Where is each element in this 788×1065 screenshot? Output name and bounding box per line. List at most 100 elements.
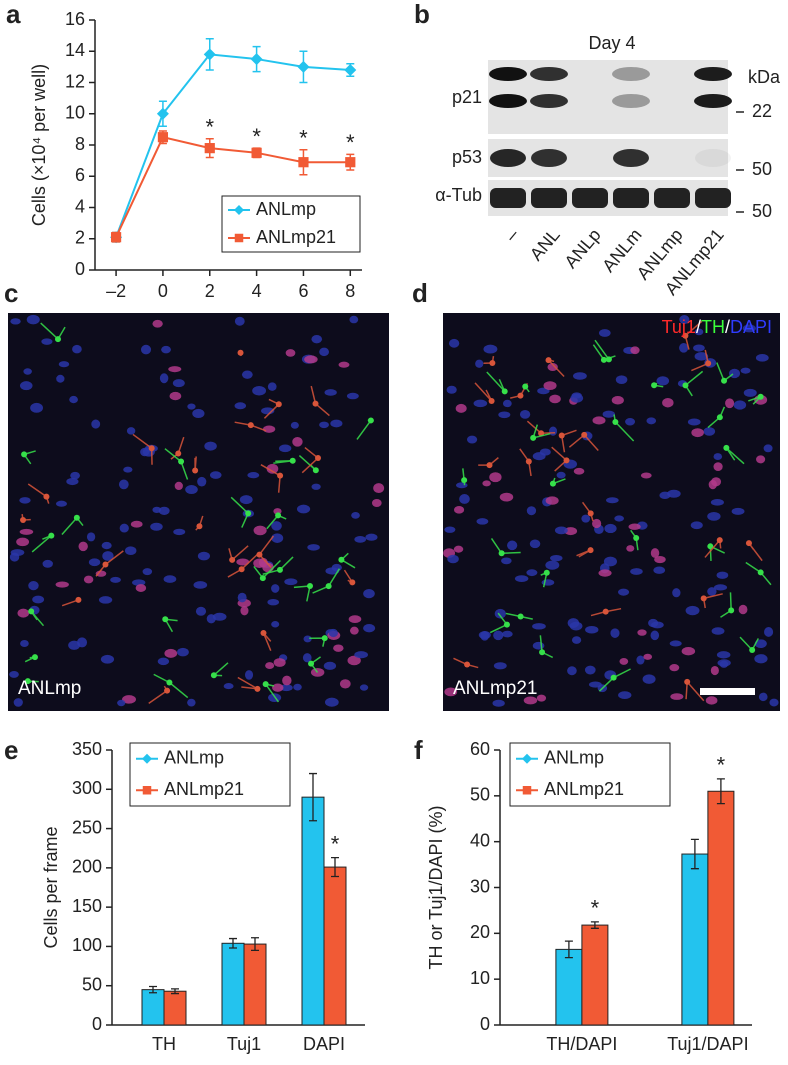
y-tick-label: 50 <box>470 785 490 805</box>
legend-marker <box>522 786 532 795</box>
nucleus <box>679 343 689 353</box>
nucleus <box>373 483 385 494</box>
blot-marker-label: kDa <box>748 67 781 87</box>
panel-label: f <box>414 735 423 765</box>
nucleus <box>550 554 563 562</box>
nucleus <box>556 471 566 479</box>
nucleus <box>614 515 624 522</box>
soma <box>517 392 524 399</box>
blot-band <box>489 94 527 108</box>
nucleus <box>545 496 559 505</box>
soma <box>24 678 31 685</box>
nucleus <box>346 392 359 400</box>
nucleus <box>142 568 153 576</box>
blot-band <box>572 188 608 208</box>
nucleus <box>729 368 741 379</box>
nucleus <box>592 518 602 529</box>
soma <box>633 534 640 541</box>
nucleus <box>169 391 182 401</box>
x-tick-label: 2 <box>205 281 215 301</box>
nucleus <box>708 479 717 490</box>
nucleus <box>209 471 222 479</box>
nucleus <box>204 441 217 451</box>
blot-row-label: α-Tub <box>435 185 482 205</box>
x-tick-label: DAPI <box>303 1034 345 1054</box>
soma <box>307 582 314 589</box>
bar <box>221 942 245 1026</box>
nucleus <box>615 375 628 384</box>
nucleus <box>625 418 636 426</box>
marker <box>250 53 263 66</box>
x-tick-label: 0 <box>158 281 168 301</box>
nucleus <box>32 595 45 604</box>
nucleus <box>756 455 766 464</box>
nucleus <box>319 347 330 357</box>
nucleus <box>30 402 43 413</box>
x-tick-label: TH <box>152 1034 176 1054</box>
nucleus <box>267 598 280 606</box>
nucleus <box>310 668 325 677</box>
blot-block <box>488 60 728 134</box>
soma <box>716 414 723 421</box>
y-tick-label: 60 <box>470 739 490 759</box>
blot-band <box>490 149 526 167</box>
nucleus <box>547 363 558 372</box>
y-axis-title: TH or Tuj1/DAPI (%) <box>426 805 446 969</box>
y-tick-label: 300 <box>72 778 102 798</box>
nucleus <box>42 559 53 568</box>
nucleus <box>640 472 652 479</box>
soma <box>238 566 245 573</box>
nucleus <box>493 630 504 641</box>
nucleus <box>130 520 143 528</box>
nucleus <box>763 444 773 453</box>
nucleus <box>532 623 546 630</box>
y-tick-label: 350 <box>72 739 102 759</box>
y-tick-label: 2 <box>75 228 85 248</box>
nucleus <box>444 687 458 697</box>
nucleus <box>282 675 292 686</box>
nucleus <box>611 396 624 405</box>
bar <box>323 866 347 1026</box>
nucleus <box>653 566 666 574</box>
nucleus <box>66 477 79 486</box>
significance: * <box>331 831 340 856</box>
nucleus <box>489 472 502 483</box>
soma <box>338 556 345 563</box>
nucleus <box>172 379 185 388</box>
nucleus <box>140 447 150 457</box>
legend-label: ANLmp21 <box>544 779 624 799</box>
nucleus <box>206 614 216 624</box>
soma <box>530 434 537 441</box>
nucleus <box>70 471 80 480</box>
nucleus <box>371 498 382 508</box>
y-tick-label: 200 <box>72 857 102 877</box>
nucleus <box>626 545 635 552</box>
y-tick-label: 250 <box>72 817 102 837</box>
nucleus <box>630 568 643 575</box>
nucleus <box>687 418 701 426</box>
soma <box>612 419 619 426</box>
soma <box>728 607 735 614</box>
nucleus <box>349 315 359 324</box>
nucleus <box>669 664 680 672</box>
y-tick-label: 30 <box>470 876 490 896</box>
marker <box>345 157 356 168</box>
stain-part: Tuj1 <box>662 317 696 337</box>
nucleus <box>573 372 587 380</box>
marker <box>297 60 310 73</box>
y-tick-label: 100 <box>72 935 102 955</box>
nucleus <box>319 421 329 429</box>
y-axis-title: Cells per frame <box>41 826 61 948</box>
bar <box>301 796 325 1026</box>
soma <box>277 472 284 479</box>
soma <box>20 517 27 524</box>
bar <box>141 989 165 1026</box>
nucleus <box>769 698 779 707</box>
nucleus <box>679 315 690 325</box>
soma <box>162 616 169 623</box>
nucleus <box>642 674 656 684</box>
nucleus <box>359 684 369 691</box>
legend-marker <box>142 753 152 764</box>
nucleus <box>483 344 498 354</box>
nucleus <box>646 417 657 425</box>
